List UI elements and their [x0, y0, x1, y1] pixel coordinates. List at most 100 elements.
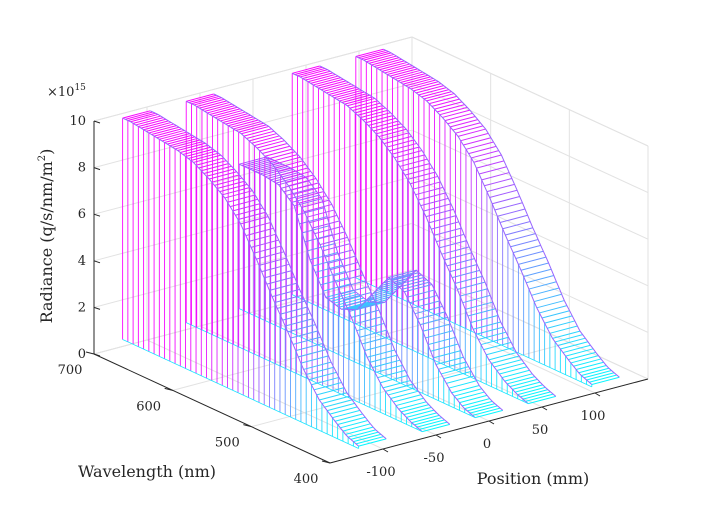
ribbon-cross — [412, 300, 440, 309]
ribbon-cross — [320, 277, 349, 286]
curtain-base — [292, 294, 529, 405]
ribbon-cross — [334, 413, 363, 422]
ribbon-cross — [578, 365, 607, 374]
ribbon-cross — [429, 95, 457, 105]
ribbon-cross — [191, 95, 220, 105]
ribbon-cross — [365, 114, 394, 124]
ribbon-cross — [409, 294, 438, 304]
ribbon-cross — [581, 367, 610, 377]
ribbon-cross — [497, 208, 526, 217]
ribbon-cross — [392, 69, 421, 79]
ribbon-cross — [319, 392, 347, 401]
ribbon-cross — [448, 380, 477, 389]
ribbon-cross — [328, 86, 357, 96]
ribbon-cross — [355, 436, 384, 445]
x-tick-label: 50 — [532, 423, 549, 438]
ribbon-cross — [414, 305, 443, 315]
ribbon-cross — [478, 331, 507, 340]
ribbon-cross — [568, 351, 596, 361]
ribbon-cross — [583, 370, 612, 379]
ribbon-cross — [431, 98, 460, 107]
grid-line — [358, 283, 596, 394]
ribbon-cross — [275, 160, 304, 169]
ribbon-cross — [523, 268, 552, 278]
ribbon-cross — [376, 126, 404, 135]
ribbon-cross — [447, 115, 476, 125]
ribbon-cross — [517, 386, 546, 396]
ribbon-cross — [549, 325, 578, 334]
ribbon-cross — [151, 126, 180, 136]
ribbon-cross — [383, 275, 412, 284]
y-axis-label: Wavelength (nm) — [78, 462, 216, 481]
ribbon-cross — [476, 160, 505, 169]
ribbon-cross — [421, 89, 450, 98]
ribbon-cross — [417, 192, 446, 201]
ribbon-cross — [467, 308, 496, 317]
z-tick — [93, 260, 101, 264]
ribbon-edge-a — [355, 56, 593, 385]
ribbon-cross — [565, 348, 594, 357]
ribbon-cross — [270, 154, 298, 163]
ribbon-cross — [238, 124, 267, 133]
ribbon-cross — [364, 342, 393, 352]
ribbon-cross — [438, 240, 467, 249]
ribbon-cross — [327, 402, 355, 412]
z-multiplier-exp: 15 — [74, 83, 86, 93]
ribbon-cross — [290, 330, 319, 339]
ribbon-cross — [465, 141, 494, 150]
ribbon-cross — [461, 398, 490, 407]
ribbon-cross — [486, 346, 514, 356]
ribbon-cross — [410, 81, 439, 90]
curtain-base — [355, 277, 592, 388]
ribbon-cross — [258, 257, 287, 266]
ribbon-cross — [441, 366, 469, 375]
ribbon-cross — [288, 178, 317, 187]
z-axis-label-sup: 2 — [37, 155, 48, 161]
curtain-base — [239, 308, 476, 419]
ribbon-cross — [385, 383, 414, 392]
ribbon-cross — [502, 221, 531, 230]
ribbon-cross — [315, 78, 344, 88]
ribbon-cross — [227, 194, 256, 203]
y-tick — [164, 387, 173, 391]
ribbon-cross — [379, 61, 408, 71]
z-axis-label-close: ) — [37, 149, 56, 155]
ribbon-cross — [201, 101, 230, 111]
grid-line — [411, 129, 649, 240]
ribbon-cross — [330, 261, 359, 271]
ribbon-cross — [539, 305, 568, 314]
ribbon-cross — [554, 334, 583, 343]
ribbon-cross — [386, 139, 415, 148]
ribbon-cross — [510, 239, 539, 248]
ribbon-cross — [349, 301, 378, 310]
ribbon-cross — [292, 65, 320, 74]
ribbon-cross — [501, 369, 530, 379]
ribbon-cross — [159, 131, 188, 140]
ribbon-cross — [235, 207, 264, 216]
ribbon-cross — [346, 297, 374, 307]
ribbon-cross — [459, 288, 488, 297]
grid-line — [93, 129, 413, 215]
ribbon-cross — [299, 69, 328, 78]
ribbon-cross — [486, 183, 515, 193]
ribbon-cross — [407, 171, 436, 180]
ribbon-cross — [520, 262, 549, 271]
ribbon-cross — [167, 136, 195, 145]
ribbon-edge-a — [291, 72, 529, 404]
ribbon-cross — [436, 104, 465, 113]
ribbon-cross — [253, 245, 282, 254]
ribbon-cross — [326, 85, 354, 94]
ribbon-cross — [369, 354, 398, 363]
ribbon-cross — [431, 221, 459, 230]
ribbon-cross — [433, 350, 461, 359]
ribbon-cross — [384, 65, 413, 74]
ribbon-cross — [298, 195, 327, 204]
ribbon-cross — [230, 119, 259, 128]
ribbon-cross — [217, 111, 246, 120]
ribbon-cross — [416, 85, 444, 94]
ribbon-cross — [274, 294, 303, 303]
ribbon-cross — [287, 324, 316, 333]
ribbon-cross — [293, 186, 322, 195]
x-tick-label: 0 — [483, 437, 491, 452]
